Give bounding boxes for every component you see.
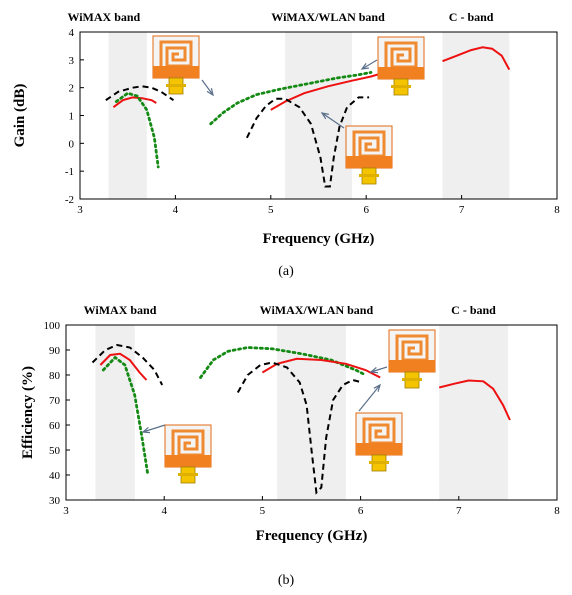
- y-tick-label: 100: [44, 320, 61, 332]
- pointer-arrow: [142, 424, 166, 433]
- x-axis-title: Frequency (GHz): [256, 528, 368, 544]
- band-shade: [108, 32, 147, 199]
- y-tick-label: 60: [49, 420, 61, 432]
- y-tick-label: 2: [69, 83, 75, 95]
- x-axis-title: Frequency (GHz): [263, 231, 375, 247]
- y-tick-label: 4: [69, 27, 75, 39]
- antenna-inset-icon: [344, 124, 394, 186]
- panel-label: (a): [278, 264, 294, 279]
- plot-frame: [65, 324, 558, 501]
- band-label: C - band: [451, 303, 496, 317]
- x-tick-label: 3: [63, 505, 69, 517]
- arrow-head: [141, 426, 151, 434]
- y-tick-label: 50: [49, 445, 61, 457]
- x-tick-label: 5: [260, 505, 266, 517]
- series-line-0: [91, 343, 164, 386]
- pointer-arrow: [370, 366, 388, 373]
- antenna-inset-icon: [376, 35, 426, 97]
- y-axis-title: Efficiency (%): [20, 366, 36, 459]
- band-label: WiMAX band: [84, 303, 157, 317]
- band-label: C - band: [449, 10, 494, 24]
- band-label: WiMAX/WLAN band: [271, 10, 385, 24]
- x-tick-label: 7: [459, 204, 465, 216]
- x-tick-label: 8: [554, 204, 560, 216]
- band-label: WiMAX band: [67, 10, 140, 24]
- y-tick-label: -1: [65, 166, 74, 178]
- band-shade: [277, 325, 346, 500]
- gain-chart: WiMAX band WiMAX/WLAN band C - band 3 4 5 6 7 8 -…: [12, 10, 560, 279]
- antenna-inset-icon: [163, 423, 213, 485]
- antenna-inset-icon: [151, 34, 201, 96]
- x-tick-label: 4: [161, 505, 167, 517]
- pointer-arrow: [321, 112, 345, 129]
- series-line-1: [112, 96, 157, 109]
- y-tick-label: 70: [49, 395, 61, 407]
- arrow-head: [373, 383, 381, 392]
- y-tick-label: 3: [69, 55, 75, 67]
- antenna-inset-icon: [354, 411, 404, 473]
- x-tick-label: 4: [173, 204, 179, 216]
- series-line-3: [199, 346, 367, 379]
- arrow-head: [360, 62, 370, 70]
- series-line-4: [270, 71, 386, 111]
- y-tick-label: 1: [69, 111, 75, 123]
- band-shade: [285, 32, 352, 199]
- series-line-2: [114, 91, 160, 169]
- y-tick-label: 80: [49, 370, 61, 382]
- y-axis-title: Gain (dB): [12, 84, 28, 148]
- x-tick-label: 7: [456, 505, 462, 517]
- y-tick-label: 90: [49, 345, 61, 357]
- series-line-5: [246, 96, 370, 188]
- series-line-2: [101, 355, 149, 474]
- series-line-3: [209, 71, 373, 126]
- series-line-1: [99, 352, 148, 381]
- x-tick-label: 6: [363, 204, 369, 216]
- x-tick-label: 8: [554, 505, 560, 517]
- band-shade: [95, 325, 135, 500]
- band-shade: [439, 325, 508, 500]
- series-line-6: [442, 46, 511, 71]
- x-tick-label: 3: [77, 204, 83, 216]
- pointer-arrow: [358, 384, 381, 412]
- band-label: WiMAX/WLAN band: [260, 303, 374, 317]
- arrow-head: [369, 367, 379, 374]
- antenna-inset-icon: [387, 328, 437, 390]
- series-line-6: [438, 379, 511, 421]
- series-line-0: [105, 85, 175, 102]
- x-tick-label: 6: [358, 505, 364, 517]
- panel-label: (b): [278, 573, 295, 588]
- y-tick-label: -2: [65, 194, 74, 206]
- arrow-head: [206, 88, 214, 97]
- pointer-arrow: [361, 59, 378, 70]
- x-tick-label: 5: [268, 204, 274, 216]
- y-tick-label: 40: [49, 470, 61, 482]
- series-line-5: [236, 361, 363, 495]
- pointer-arrow: [201, 79, 214, 96]
- y-tick-label: 30: [49, 495, 61, 507]
- y-tick-label: 0: [69, 138, 75, 150]
- efficiency-chart: WiMAX band WiMAX/WLAN band C - band 3 4 5 6 7 8 3…: [20, 303, 560, 588]
- band-shade: [442, 32, 510, 199]
- arrow-head: [320, 112, 329, 120]
